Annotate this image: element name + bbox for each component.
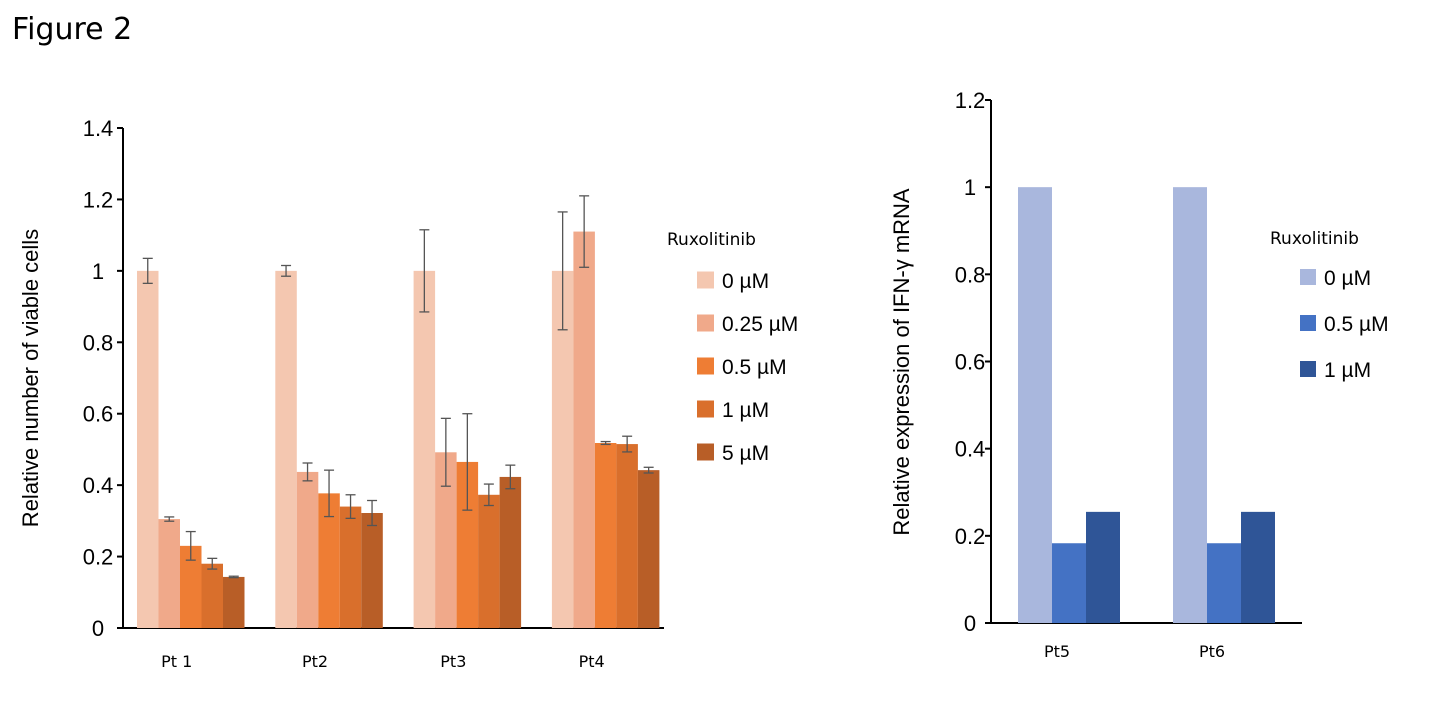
- chart-ifn-expression: Relative expression of IFN-γ mRNA Ruxoli…: [889, 88, 1389, 661]
- chart1-error-bar: [207, 557, 218, 570]
- chart2-bar: [1018, 187, 1052, 623]
- chart1-bar: [361, 513, 383, 628]
- chart2-bar: [1086, 511, 1120, 623]
- chart1-bar: [478, 494, 500, 628]
- chart1-bar: [318, 493, 340, 628]
- chart1-legend-swatch: [697, 314, 714, 332]
- chart1-legend-label: 0.5 µM: [722, 356, 787, 379]
- chart1-bar: [201, 563, 223, 628]
- chart2-y-tick-label: 0: [964, 611, 976, 636]
- chart2-category-label: Pt5: [1044, 642, 1070, 661]
- chart2-bar: [1052, 543, 1086, 623]
- chart2-y-tick-label: 0.4: [955, 437, 986, 462]
- chart2-legend-label: 0.5 µM: [1324, 313, 1389, 336]
- chart1-category-label: Pt3: [440, 652, 466, 671]
- chart2-y-tick-label: 0.6: [955, 350, 986, 375]
- chart-viable-cells: Relative number of viable cells Ruxoliti…: [18, 116, 798, 671]
- chart1-bar: [499, 476, 522, 628]
- chart1-legend-label: 0.25 µM: [722, 313, 798, 336]
- chart1-y-tick-label: 0: [92, 616, 104, 641]
- chart1-y-tick-label: 1: [92, 259, 104, 284]
- chart2-bar: [1241, 511, 1275, 623]
- chart1-error-bar: [462, 413, 473, 511]
- chart1-legend-title: Ruxolitinib: [667, 230, 756, 250]
- chart1-category-label: Pt4: [579, 652, 605, 671]
- chart1-legend-swatch: [697, 271, 714, 289]
- chart1-bar: [296, 471, 319, 628]
- chart1-legend-label: 0 µM: [722, 270, 769, 293]
- chart1-error-bar: [324, 469, 335, 518]
- chart1-error-bar: [483, 483, 494, 507]
- chart1-legend-swatch: [697, 443, 714, 461]
- chart1-bar: [223, 576, 245, 628]
- chart1-y-tick-label: 1.4: [83, 116, 114, 141]
- chart1-bar: [158, 519, 180, 628]
- chart1-error-bar: [643, 466, 654, 474]
- chart1-bar: [594, 443, 617, 628]
- chart2-category-label: Pt6: [1199, 642, 1225, 661]
- chart1-y-tick-label: 0.4: [83, 473, 114, 498]
- chart1-bar: [339, 506, 362, 628]
- chart2-y-tick-label: 1: [964, 175, 976, 200]
- chart1-error-bar: [185, 530, 196, 561]
- chart1-error-bar: [557, 211, 568, 331]
- chart1-bar: [275, 270, 297, 628]
- figure-title: Figure 2: [12, 12, 133, 47]
- chart1-category-label: Pt2: [302, 652, 328, 671]
- chart1-error-bar: [345, 494, 356, 520]
- chart2-y-tick-label: 0.2: [955, 524, 986, 549]
- chart2-bar: [1207, 543, 1241, 623]
- chart2-legend-swatch: [1300, 269, 1316, 285]
- chart2-y-axis-label: Relative expression of IFN-γ mRNA: [889, 188, 914, 536]
- chart1-bar: [435, 452, 457, 628]
- chart1-bar: [573, 231, 595, 629]
- chart1-error-bar: [164, 516, 175, 522]
- chart2-bar: [1173, 187, 1207, 623]
- chart1-error-bar: [367, 499, 378, 527]
- chart1-error-bar: [419, 229, 430, 313]
- chart1-bar: [551, 270, 574, 628]
- chart1-y-tick-label: 0.8: [83, 330, 114, 355]
- chart1-bar: [456, 461, 479, 628]
- chart1-bar: [180, 545, 202, 628]
- chart1-error-bar: [440, 417, 451, 487]
- chart1-bar: [413, 270, 436, 628]
- chart1-error-bar: [579, 195, 590, 268]
- chart1-legend-label: 1 µM: [722, 399, 769, 422]
- chart2-legend-label: 1 µM: [1324, 359, 1371, 382]
- chart2-legend-swatch: [1300, 315, 1316, 331]
- chart1-category-label: Pt 1: [161, 652, 192, 671]
- chart1-legend-label: 5 µM: [722, 442, 769, 465]
- chart1-bar: [637, 470, 660, 628]
- chart2-y-tick-label: 0.8: [955, 262, 986, 287]
- chart2-legend-swatch: [1300, 361, 1316, 377]
- chart1-error-bar: [228, 575, 239, 579]
- chart1-y-axis-label: Relative number of viable cells: [18, 229, 43, 527]
- chart1-error-bar: [281, 264, 292, 277]
- chart1-y-tick-label: 1.2: [83, 187, 114, 212]
- chart1-error-bar: [622, 435, 633, 453]
- chart1-y-tick-label: 0.2: [83, 545, 114, 570]
- chart1-bar: [616, 444, 638, 628]
- chart1-bar: [137, 270, 159, 628]
- chart1-y-tick-label: 0.6: [83, 402, 114, 427]
- chart2-y-tick-label: 1.2: [955, 88, 986, 113]
- chart2-legend-title: Ruxolitinib: [1270, 229, 1359, 249]
- chart2-legend-label: 0 µM: [1324, 267, 1371, 290]
- chart1-legend-swatch: [697, 400, 714, 418]
- chart1-error-bar: [142, 257, 153, 285]
- chart1-error-bar: [302, 462, 313, 482]
- chart1-legend-swatch: [697, 357, 714, 375]
- chart1-error-bar: [505, 464, 516, 490]
- chart1-error-bar: [600, 440, 611, 446]
